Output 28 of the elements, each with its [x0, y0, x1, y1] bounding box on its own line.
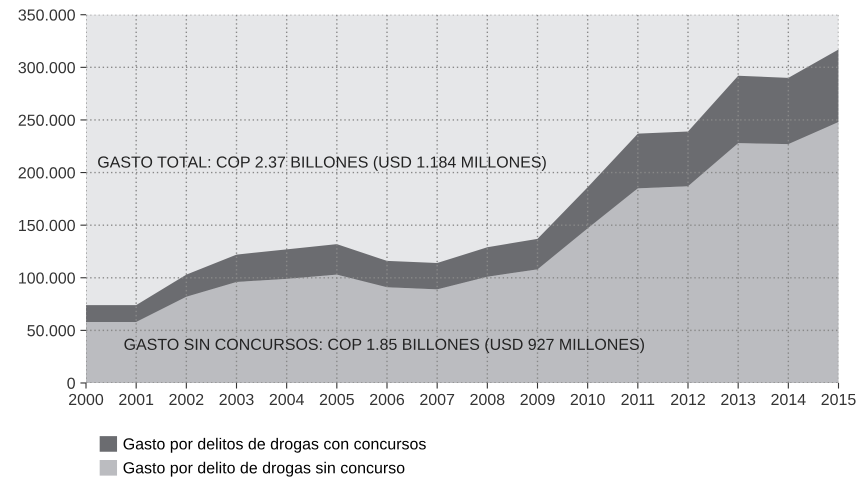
y-tick-label: 150.000 [19, 220, 75, 232]
x-tick-label: 2014 [771, 394, 806, 406]
y-tick-label: 350.000 [18, 9, 75, 21]
x-tick-label: 2010 [570, 394, 605, 406]
x-tick-label: 2011 [621, 394, 654, 406]
x-tick-label: 2012 [671, 394, 705, 406]
x-tick-label: 2003 [220, 394, 254, 406]
x-tick-label: 2004 [270, 394, 304, 406]
annotation: GASTO SIN CONCURSOS: COP 1.85 BILLONES (USD 927 MILLONES) [124, 338, 644, 354]
y-tick-label: 100.000 [19, 272, 75, 284]
x-tick-label: 2000 [69, 394, 104, 406]
x-tick-label: 2006 [370, 394, 404, 406]
annotation: GASTO TOTAL: COP 2.37 BILLONES (USD 1.184 MILLONES) [98, 156, 546, 171]
x-tick-label: 2002 [169, 394, 204, 406]
y-tick-label: 250.000 [18, 114, 75, 126]
x-tick-label: 2008 [470, 394, 504, 406]
x-tick-label: 2009 [520, 394, 555, 406]
x-tick-label: 2007 [420, 394, 454, 406]
legend-label: Gasto por delito de drogas sin concurso [124, 462, 404, 477]
y-tick-label: 50.000 [27, 325, 75, 336]
y-tick-label: 300.000 [18, 62, 75, 74]
x-tick-label: 2015 [822, 394, 856, 406]
y-tick-label: 0 [67, 378, 75, 389]
y-tick-label: 200.000 [18, 167, 75, 178]
x-tick-label: 2013 [721, 394, 756, 406]
x-tick-label: 2001 [119, 394, 154, 406]
x-tick-label: 2005 [320, 394, 354, 406]
legend-label: Gasto por delitos de drogas con concursos [124, 438, 426, 453]
